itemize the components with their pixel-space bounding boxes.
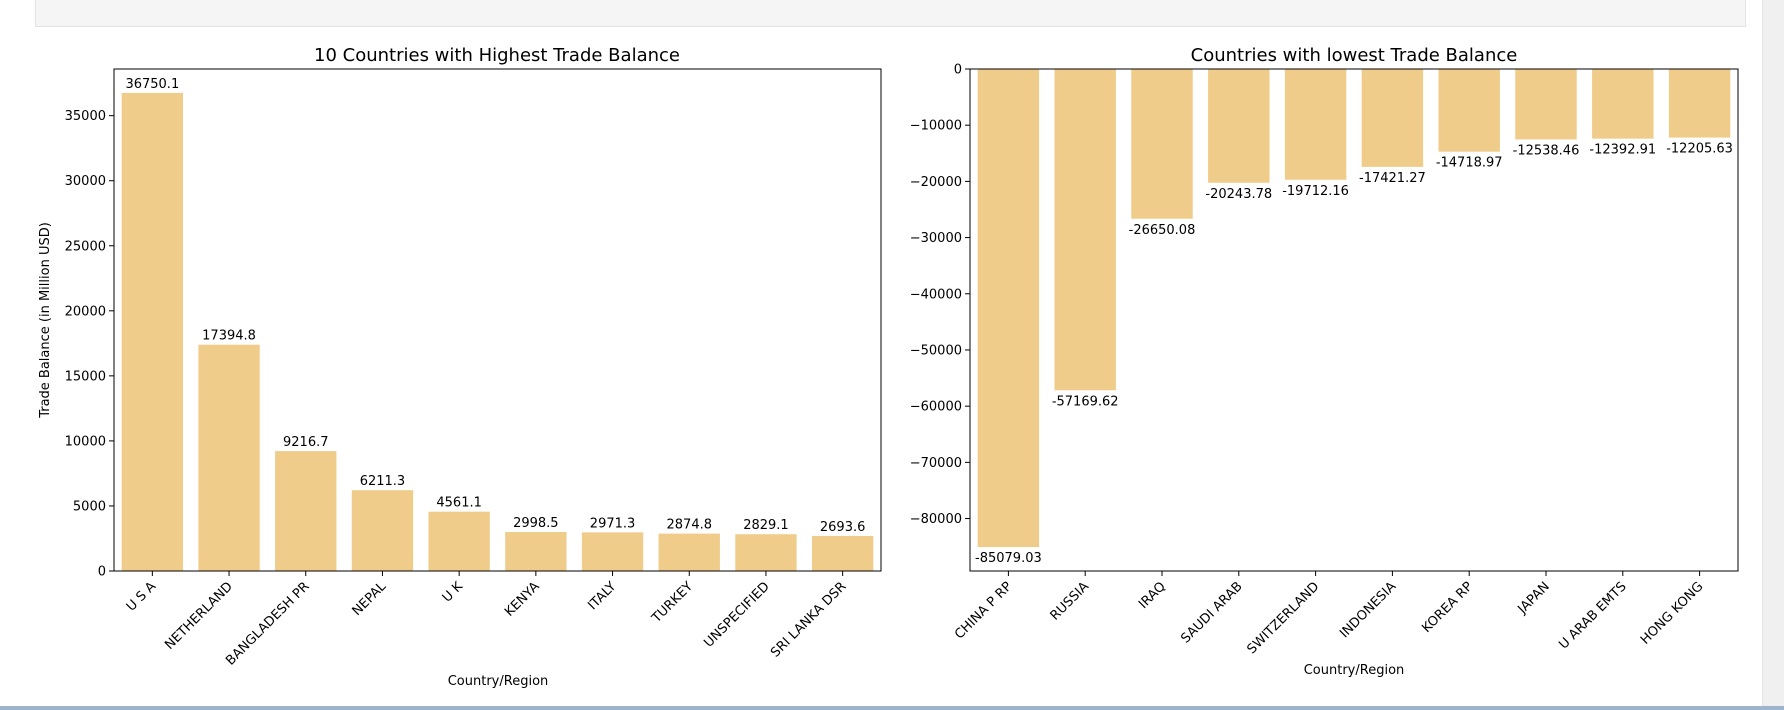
value-label-netherland: 17394.8 <box>202 329 256 344</box>
y-axis-label-highest: Trade Balance (in Million USD) <box>38 222 53 419</box>
bar-unspecified <box>735 534 797 571</box>
value-label-korea-rp: -14718.97 <box>1436 156 1503 171</box>
bar-sri-lanka-dsr <box>811 535 874 571</box>
y-tick-label: −10000 <box>910 119 962 134</box>
y-tick-label: −70000 <box>910 456 962 471</box>
x-tick-label-kenya: KENYA <box>502 579 543 620</box>
bar-russia <box>1054 69 1116 391</box>
x-tick-label-korea-rp: KOREA RP <box>1419 579 1476 636</box>
x-tick-label-u-s-a: U S A <box>124 579 159 614</box>
cell-output-header-band <box>35 0 1746 27</box>
x-tick-label-saudi-arab: SAUDI ARAB <box>1178 579 1245 646</box>
highest-trade-balance-chart: 10 Countries with Highest Trade Balance … <box>38 45 882 689</box>
bar-u-s-a <box>121 92 184 572</box>
bar-nepal <box>351 490 414 571</box>
x-axis-ticks-lowest: CHINA P RP RUSSIA IRAQ SAUDI ARABSWITZERLAN… <box>952 571 1706 657</box>
x-tick-label-china-p-rp: CHINA P RP <box>952 579 1015 642</box>
y-tick-label: −20000 <box>910 175 962 190</box>
value-labels-highest: 36750.1 17394.8 9216.7 6211.3 4561.1 2998.5 29… <box>125 77 865 535</box>
value-label-indonesia: -17421.27 <box>1359 171 1426 186</box>
x-tick-label-netherland: NETHERLAND <box>162 579 236 653</box>
x-tick-label-iraq: IRAQ <box>1136 579 1169 612</box>
y-tick-label: 30000 <box>65 174 106 189</box>
bars-lowest <box>977 69 1731 548</box>
value-label-switzerland: -19712.16 <box>1282 184 1349 199</box>
x-tick-label-u-arab-emts: U ARAB EMTS <box>1556 579 1629 652</box>
y-tick-label: 0 <box>954 63 962 78</box>
x-tick-label-japan: JAPAN <box>1515 579 1553 617</box>
bar-italy <box>581 532 644 571</box>
y-tick-label: 35000 <box>65 109 106 124</box>
value-label-u-k: 4561.1 <box>436 496 482 511</box>
x-tick-label-russia: RUSSIA <box>1048 579 1092 623</box>
y-tick-label: −40000 <box>910 287 962 302</box>
value-label-italy: 2971.3 <box>590 516 636 531</box>
x-tick-label-bangladesh-pr: BANGLADESH PR <box>223 579 312 668</box>
y-tick-label: −50000 <box>910 343 962 358</box>
y-tick-label: −60000 <box>910 400 962 415</box>
value-label-kenya: 2998.5 <box>513 516 559 531</box>
notebook-scroll-gutter <box>1762 0 1784 710</box>
value-label-bangladesh-pr: 9216.7 <box>283 435 329 450</box>
chart-title-lowest: Countries with lowest Trade Balance <box>1191 45 1518 66</box>
value-label-sri-lanka-dsr: 2693.6 <box>820 520 866 535</box>
value-labels-lowest: -85079.03 -57169.62 -26650.08 -20243.78 -197… <box>975 142 1733 567</box>
x-tick-label-switzerland: SWITZERLAND <box>1245 579 1323 657</box>
bar-china-p-rp <box>977 69 1040 548</box>
y-tick-label: 10000 <box>65 434 106 449</box>
x-axis-label-highest: Country/Region <box>448 674 549 689</box>
bar-saudi-arab <box>1208 69 1270 183</box>
y-tick-label: 25000 <box>65 239 106 254</box>
x-tick-label-italy: ITALY <box>585 579 619 613</box>
bar-bangladesh-pr <box>275 451 337 571</box>
bar-u-k <box>428 511 490 571</box>
value-label-hong-kong: -12205.63 <box>1666 142 1733 157</box>
value-label-unspecified: 2829.1 <box>743 518 789 533</box>
x-tick-label-indonesia: INDONESIA <box>1337 579 1399 641</box>
bars-highest <box>121 92 874 572</box>
y-axis-ticks-highest: 0 5000 10000 15000 20000 25000 30000 35000 <box>65 109 114 580</box>
x-tick-label-sri-lanka-dsr: SRI LANKA DSR <box>768 579 849 660</box>
value-label-iraq: -26650.08 <box>1129 223 1196 238</box>
plot-frame-lowest <box>969 68 1739 572</box>
value-label-nepal: 6211.3 <box>360 474 406 489</box>
x-tick-label-unspecified: UNSPECIFIED <box>701 579 772 650</box>
bar-korea-rp <box>1438 69 1500 152</box>
x-tick-label-u-k: U K <box>440 579 467 606</box>
y-axis-ticks-lowest: 0 −10000 −20000 −30000 −40000 −50000 −60000 −70… <box>910 63 970 527</box>
value-label-u-arab-emts: -12392.91 <box>1589 143 1656 158</box>
bar-netherland <box>198 344 260 571</box>
y-tick-label: 5000 <box>73 499 106 514</box>
bar-hong-kong <box>1668 69 1731 138</box>
x-tick-label-hong-kong: HONG KONG <box>1638 579 1706 647</box>
bar-japan <box>1515 69 1577 140</box>
value-label-japan: -12538.46 <box>1513 143 1580 158</box>
y-tick-label: 0 <box>98 565 106 580</box>
x-tick-label-nepal: NEPAL <box>350 579 390 619</box>
value-label-turkey: 2874.8 <box>667 518 713 533</box>
bar-indonesia <box>1361 69 1424 167</box>
bar-kenya <box>505 531 567 571</box>
plot-frame-highest <box>113 68 882 572</box>
bar-turkey <box>658 533 720 571</box>
bar-switzerland <box>1284 69 1347 180</box>
bottom-divider-strip <box>0 706 1784 710</box>
value-label-u-s-a: 36750.1 <box>125 77 179 92</box>
value-label-china-p-rp: -85079.03 <box>975 551 1042 566</box>
bar-u-arab-emts <box>1592 69 1654 139</box>
value-label-saudi-arab: -20243.78 <box>1205 187 1272 202</box>
bar-iraq <box>1131 69 1193 219</box>
y-tick-label: 15000 <box>65 369 106 384</box>
y-tick-label: −80000 <box>910 512 962 527</box>
lowest-trade-balance-chart: Countries with lowest Trade Balance -850… <box>910 45 1739 678</box>
chart-title-highest: 10 Countries with Highest Trade Balance <box>314 45 680 66</box>
x-tick-label-turkey: TURKEY <box>649 579 697 627</box>
x-axis-label-lowest: Country/Region <box>1304 663 1405 678</box>
y-tick-label: 20000 <box>65 304 106 319</box>
value-label-russia: -57169.62 <box>1052 394 1119 409</box>
y-tick-label: −30000 <box>910 231 962 246</box>
